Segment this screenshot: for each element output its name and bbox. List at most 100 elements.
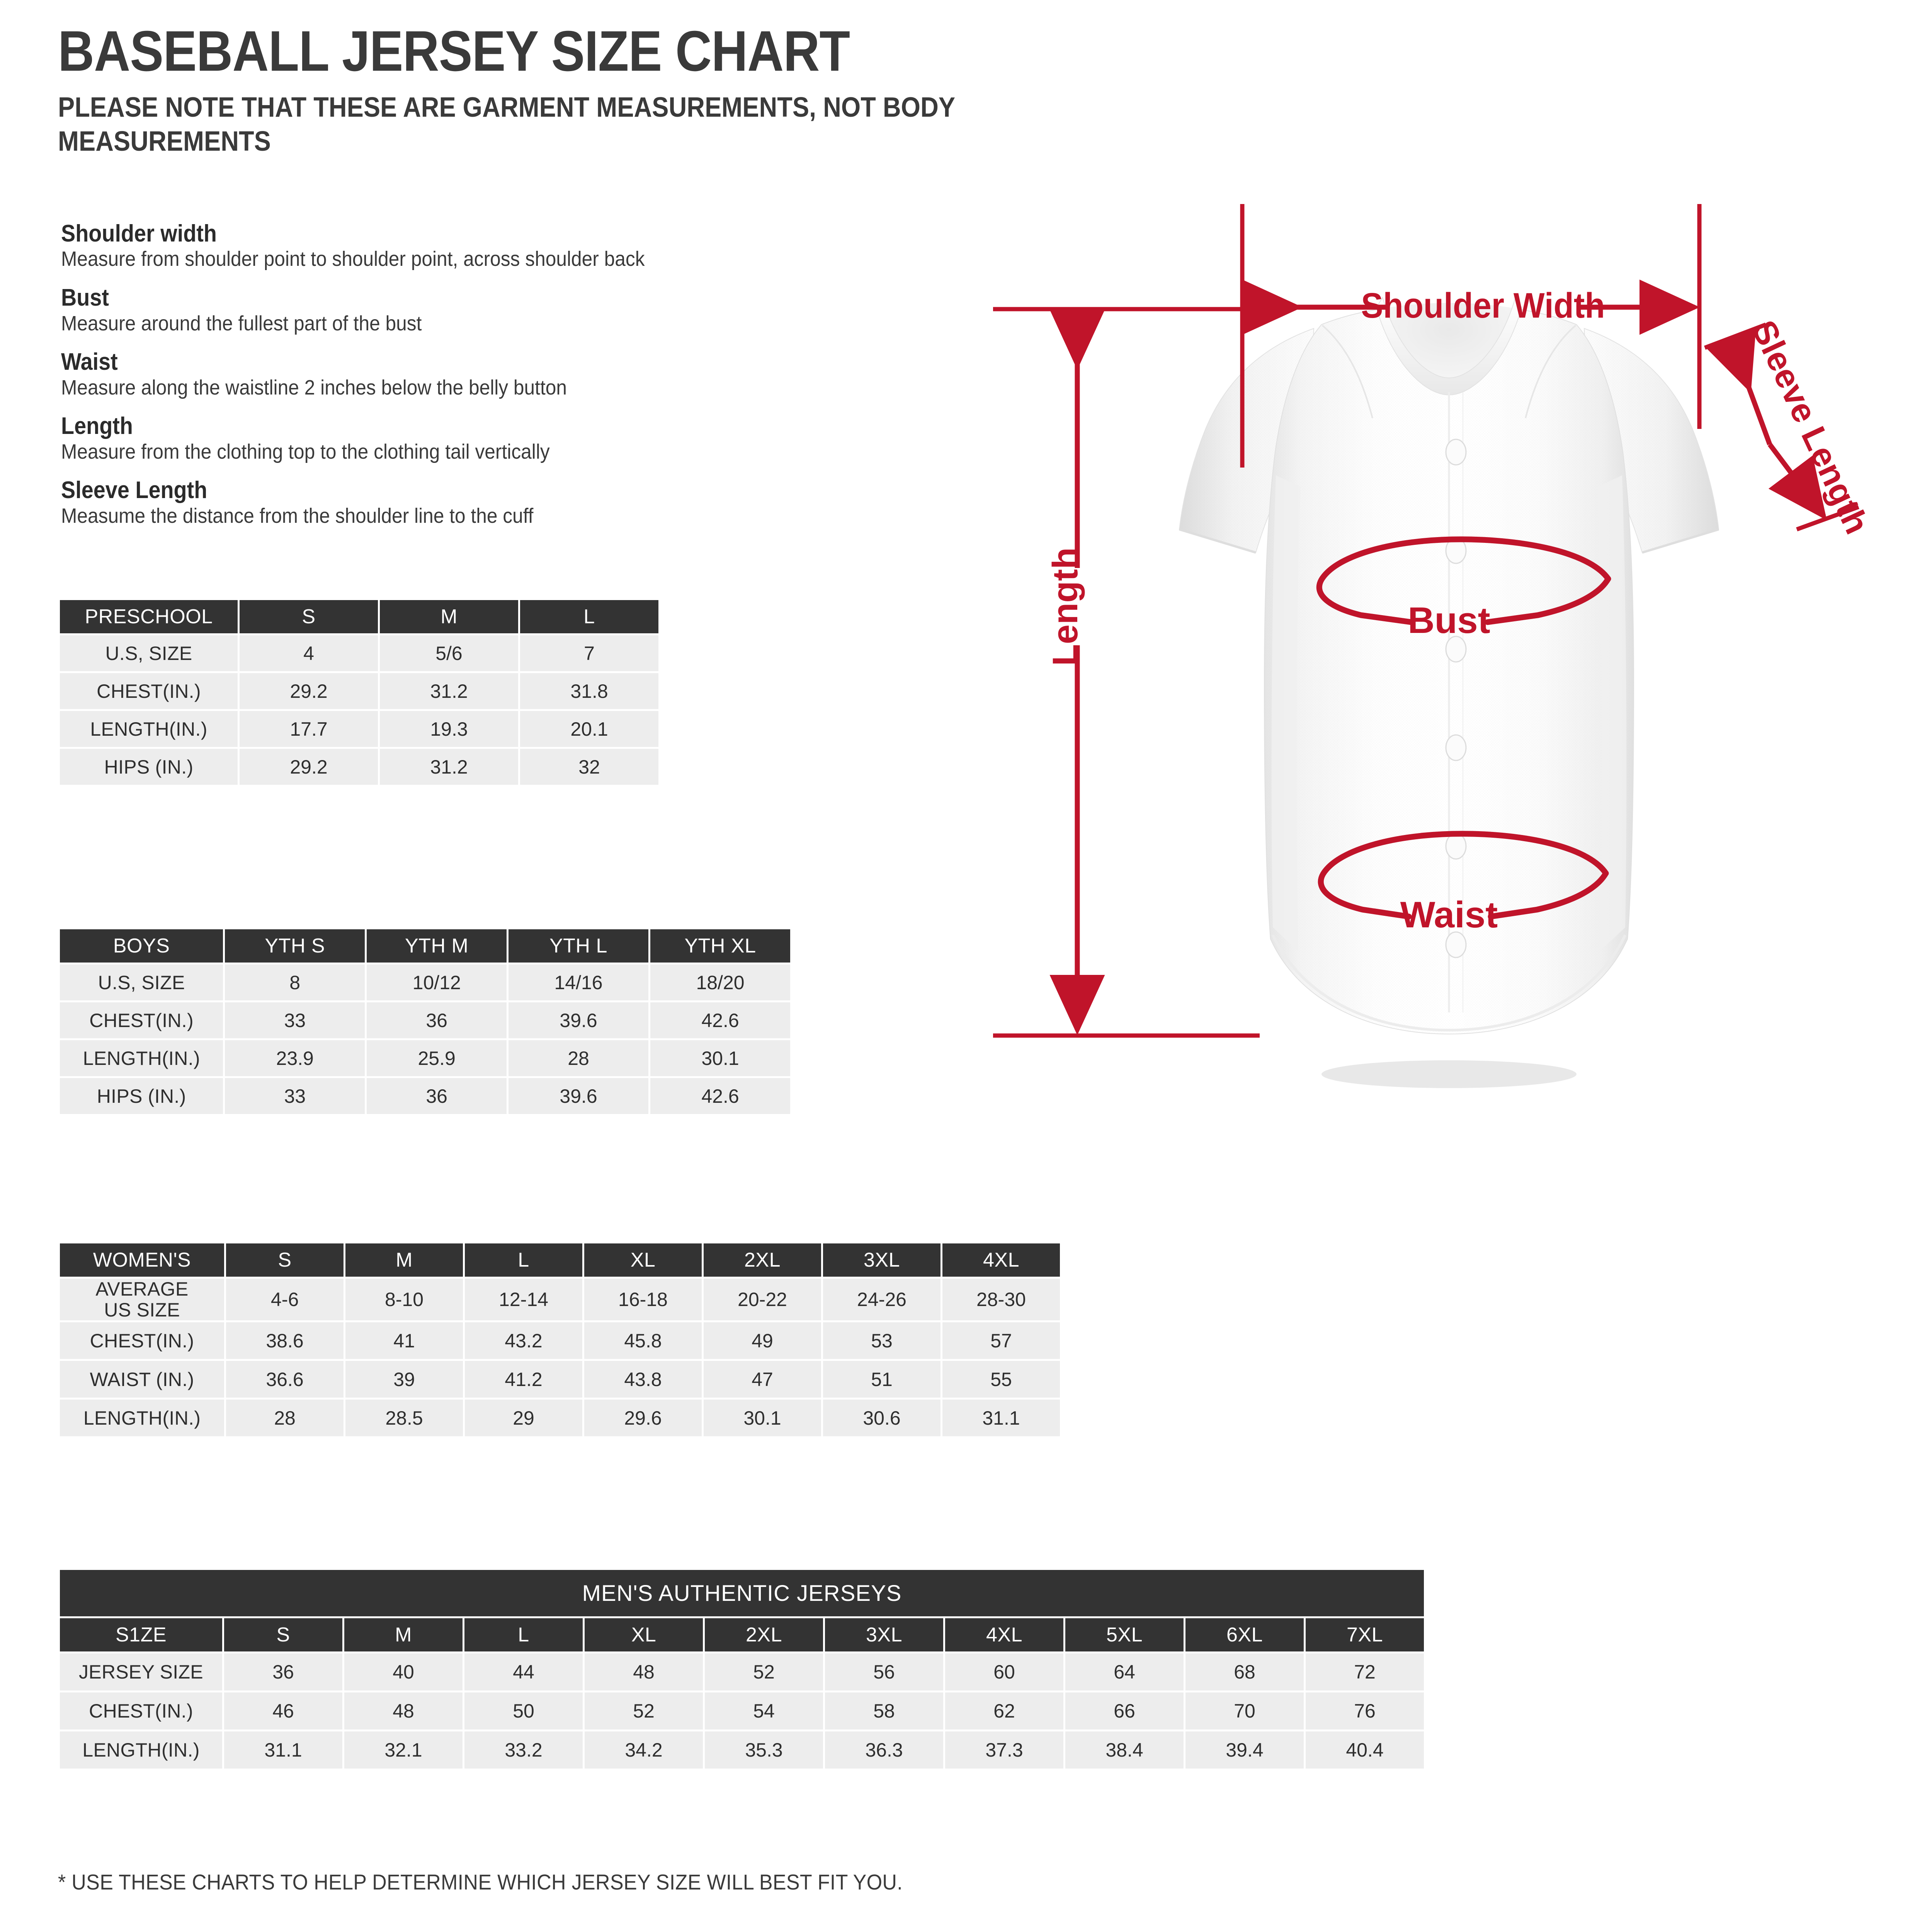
table-cell: 33 [225, 1078, 365, 1114]
table-cell: 25.9 [367, 1040, 507, 1076]
table-cell: 36 [224, 1653, 342, 1690]
sleeve-length-arrow-up [1704, 327, 1772, 446]
bust-label: Bust [1408, 600, 1490, 641]
table-cell: 39 [345, 1361, 463, 1398]
size-table-boys: BOYS YTH S YTH M YTH L YTH XL U.S, SIZE 8 10/12… [58, 927, 792, 1116]
table-corner-header: PRESCHOOL [60, 600, 238, 633]
waist-label: Waist [1400, 894, 1498, 935]
table-row: LENGTH(IN.) 17.7 19.3 20.1 [60, 711, 658, 747]
table-cell: 51 [823, 1361, 940, 1398]
definition-block: Waist Measure along the waistline 2 inche… [61, 349, 988, 400]
table-size-header: M [344, 1618, 463, 1651]
table-size-header: M [345, 1243, 463, 1277]
table-row: U.S, SIZE 8 10/12 14/16 18/20 [60, 964, 790, 1000]
table-size-header: YTH L [509, 929, 649, 963]
table-cell: 24-26 [823, 1279, 940, 1320]
row-label: AVERAGE US SIZE [60, 1279, 224, 1320]
table-row: CHEST(IN.) 46 48 50 52 54 58 62 66 70 76 [60, 1692, 1424, 1730]
table-cell: 41.2 [465, 1361, 582, 1398]
table-cell: 8-10 [345, 1279, 463, 1320]
row-label: LENGTH(IN.) [60, 1040, 223, 1076]
table-row: WAIST (IN.) 36.6 39 41.2 43.8 47 51 55 [60, 1361, 1060, 1398]
table-cell: 14/16 [509, 964, 649, 1000]
table-cell: 12-14 [465, 1279, 582, 1320]
row-label: CHEST(IN.) [60, 1322, 224, 1359]
table-corner-header: BOYS [60, 929, 223, 963]
table-cell: 31.2 [380, 749, 518, 785]
page-header: BASEBALL JERSEY SIZE CHART PLEASE NOTE T… [58, 22, 1179, 159]
table-cell: 20.1 [520, 711, 658, 747]
definition-term: Shoulder width [61, 220, 217, 247]
table-cell: 72 [1306, 1653, 1424, 1690]
table-cell: 52 [585, 1692, 703, 1730]
length-label: Length [1046, 548, 1085, 666]
table-cell: 30.1 [650, 1040, 790, 1076]
sleeve-cap-bottom [1796, 505, 1859, 532]
table-cell: 28 [509, 1040, 649, 1076]
table-cell: 52 [705, 1653, 823, 1690]
definition-term: Length [61, 413, 133, 440]
table-corner-header: WOMEN'S [60, 1243, 224, 1277]
table-cell: 49 [704, 1322, 821, 1359]
table-cell: 28-30 [942, 1279, 1060, 1320]
table-cell: 68 [1185, 1653, 1304, 1690]
bust-band-right [1485, 576, 1611, 625]
table-size-header: L [520, 600, 658, 633]
footer-note: * USE THESE CHARTS TO HELP DETERMINE WHI… [58, 1870, 903, 1894]
table-cell: 58 [825, 1692, 943, 1730]
table-cell: 28.5 [345, 1400, 463, 1436]
table-size-header: S [226, 1243, 344, 1277]
table-cell: 37.3 [945, 1731, 1063, 1769]
table-row: U.S, SIZE 4 5/6 7 [60, 635, 658, 671]
bust-band-left [1316, 536, 1611, 625]
waist-band-left [1318, 831, 1609, 920]
table-row: LENGTH(IN.) 28 28.5 29 29.6 30.1 30.6 31.1 [60, 1400, 1060, 1436]
table-cell: 45.8 [584, 1322, 702, 1359]
table-cell: 38.4 [1065, 1731, 1184, 1769]
table-cell: 34.2 [585, 1731, 703, 1769]
table-header-row: PRESCHOOL S M L [60, 600, 658, 633]
table-banner: MEN'S AUTHENTIC JERSEYS [60, 1570, 1424, 1616]
table-cell: 16-18 [584, 1279, 702, 1320]
table-size-header: 5XL [1065, 1618, 1184, 1651]
table-cell: 48 [344, 1692, 463, 1730]
table-cell: 54 [705, 1692, 823, 1730]
table-cell: 33 [225, 1002, 365, 1038]
table-cell: 46 [224, 1692, 342, 1730]
table-row: AVERAGE US SIZE 4-6 8-10 12-14 16-18 20-22 24-2… [60, 1279, 1060, 1320]
table-cell: 33.2 [464, 1731, 583, 1769]
table-cell: 36.3 [825, 1731, 943, 1769]
table-cell: 29.2 [240, 673, 378, 709]
table-cell: 31.2 [380, 673, 518, 709]
definition-block: Sleeve Length Measume the distance from t… [61, 477, 988, 528]
table-cell: 43.2 [465, 1322, 582, 1359]
table-size-header: L [464, 1618, 583, 1651]
table-row: CHEST(IN.) 38.6 41 43.2 45.8 49 53 57 [60, 1322, 1060, 1359]
table-size-header: 3XL [825, 1618, 943, 1651]
row-label: LENGTH(IN.) [60, 1400, 224, 1436]
page-title: BASEBALL JERSEY SIZE CHART [58, 19, 850, 83]
table-cell: 31.1 [942, 1400, 1060, 1436]
table-header-row: S1ZE S M L XL 2XL 3XL 4XL 5XL 6XL 7XL [60, 1618, 1424, 1651]
table-cell: 48 [585, 1653, 703, 1690]
row-label: U.S, SIZE [60, 635, 238, 671]
table-cell: 7 [520, 635, 658, 671]
table-cell: 18/20 [650, 964, 790, 1000]
table-cell: 47 [704, 1361, 821, 1398]
definition-description: Measure from shoulder point to shoulder … [61, 247, 645, 271]
table-row: HIPS (IN.) 29.2 31.2 32 [60, 749, 658, 785]
table-cell: 62 [945, 1692, 1063, 1730]
table-cell: 31.1 [224, 1731, 342, 1769]
waist-band-right [1488, 870, 1609, 920]
table-size-header: 7XL [1306, 1618, 1424, 1651]
table-cell: 42.6 [650, 1078, 790, 1114]
table-cell: 17.7 [240, 711, 378, 747]
definition-description: Measume the distance from the shoulder l… [61, 504, 534, 527]
table-row: HIPS (IN.) 33 36 39.6 42.6 [60, 1078, 790, 1114]
table-cell: 53 [823, 1322, 940, 1359]
table-cell: 36 [367, 1078, 507, 1114]
table-cell: 5/6 [380, 635, 518, 671]
size-table-preschool: PRESCHOOL S M L U.S, SIZE 4 5/6 7 CHEST(IN.) 29.2… [58, 598, 660, 787]
row-label: HIPS (IN.) [60, 1078, 223, 1114]
